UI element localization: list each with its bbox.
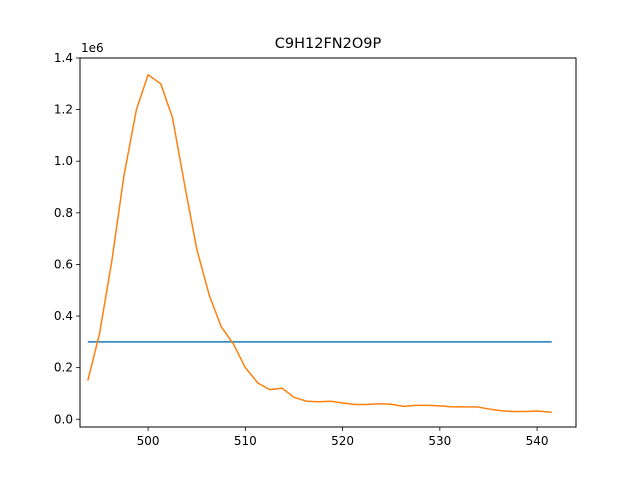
x-tick-label: 510 xyxy=(234,434,257,448)
x-axis-ticks: 500 510 520 530 540 xyxy=(137,427,549,448)
y-tick-label: 0.8 xyxy=(54,206,73,220)
chart-title: C9H12FN2O9P xyxy=(275,36,382,52)
x-tick-label: 520 xyxy=(331,434,354,448)
y-tick-label: 1.2 xyxy=(54,103,73,117)
plot-lines xyxy=(87,74,552,414)
y-tick-label: 0.6 xyxy=(54,257,73,271)
y-scale-label: 1e6 xyxy=(81,41,104,55)
x-tick-label: 500 xyxy=(137,434,160,448)
x-tick-label: 540 xyxy=(526,434,549,448)
y-tick-label: 1.0 xyxy=(54,154,73,168)
y-axis-ticks: 0.0 0.2 0.4 0.6 0.8 1.0 1.2 1.4 xyxy=(54,51,80,426)
y-tick-label: 0.2 xyxy=(54,361,73,375)
y-tick-label: 0.0 xyxy=(54,412,73,426)
y-tick-label: 1.4 xyxy=(54,51,73,65)
series-line-2 xyxy=(87,74,552,414)
plot-frame xyxy=(79,57,577,428)
y-tick-label: 0.4 xyxy=(54,309,73,323)
x-tick-label: 530 xyxy=(428,434,451,448)
